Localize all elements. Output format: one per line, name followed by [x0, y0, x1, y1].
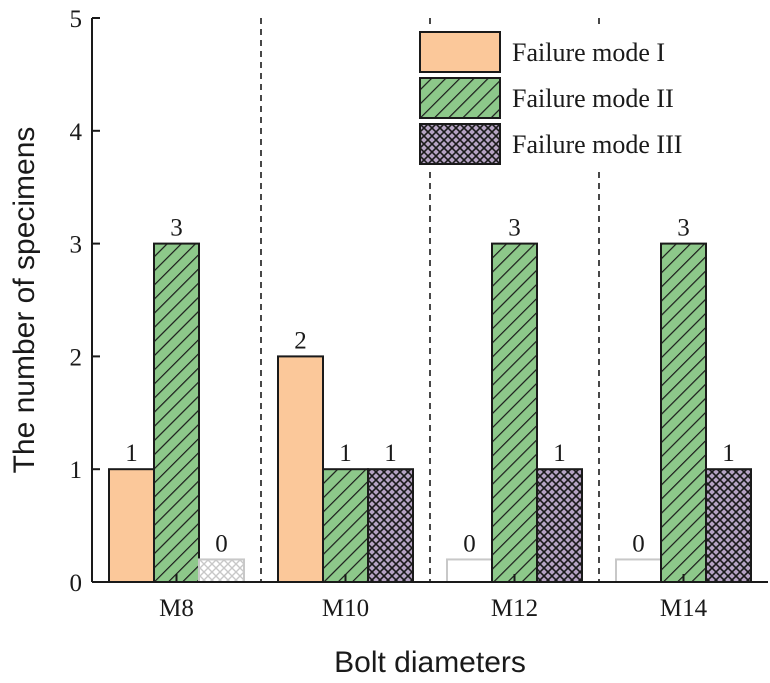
legend-swatch-mode-2: [419, 77, 501, 119]
data-label: 0: [632, 530, 645, 557]
legend-swatch-mode-1: [419, 31, 501, 73]
y-tick-label: 0: [70, 570, 83, 597]
data-label: 3: [508, 215, 521, 242]
legend-label: Failure mode II: [512, 84, 674, 113]
bar-m14-mode-1-zero: [615, 558, 662, 584]
data-label: 3: [677, 215, 690, 242]
bar-m8-mode-1: [108, 468, 155, 584]
legend: Failure mode I Failure mode II Failure mod…: [418, 28, 736, 170]
data-label: 1: [722, 440, 735, 467]
x-tick-label: M10: [322, 595, 369, 622]
bar-m14-mode-3: [705, 468, 752, 584]
y-axis-title: The number of specimens: [8, 127, 41, 474]
bar-m10-mode-2: [322, 468, 369, 584]
bar-m10-mode-1: [277, 355, 324, 583]
bar-m12-mode-2: [491, 242, 538, 583]
bar-m12-mode-3: [536, 468, 583, 584]
x-tick-label: M12: [491, 595, 538, 622]
bar-m12-mode-1-zero: [446, 558, 493, 584]
data-label: 0: [215, 530, 228, 557]
y-tick-label: 1: [70, 457, 83, 484]
data-label: 0: [463, 530, 476, 557]
data-label: 2: [294, 327, 307, 354]
y-tick-label: 4: [70, 119, 83, 146]
data-label: 1: [339, 440, 352, 467]
legend-swatch-mode-3: [419, 123, 501, 165]
data-label: 3: [170, 215, 183, 242]
legend-label: Failure mode III: [512, 130, 682, 159]
y-tick-label: 2: [70, 344, 83, 371]
bar-m8-mode-3-zero: [198, 558, 245, 584]
data-label: 1: [553, 440, 566, 467]
bar-m14-mode-2: [660, 242, 707, 583]
y-tick-label: 3: [70, 232, 83, 259]
x-tick-label: M8: [159, 595, 194, 622]
data-label: 1: [125, 440, 138, 467]
bar-m8-mode-2: [153, 242, 200, 583]
bar-m10-mode-3: [367, 468, 414, 584]
x-axis-title: Bolt diameters: [334, 646, 526, 679]
x-tick-label: M14: [660, 595, 708, 622]
data-label: 1: [384, 440, 397, 467]
legend-label: Failure mode I: [512, 38, 665, 67]
y-tick-label: 5: [70, 6, 83, 33]
